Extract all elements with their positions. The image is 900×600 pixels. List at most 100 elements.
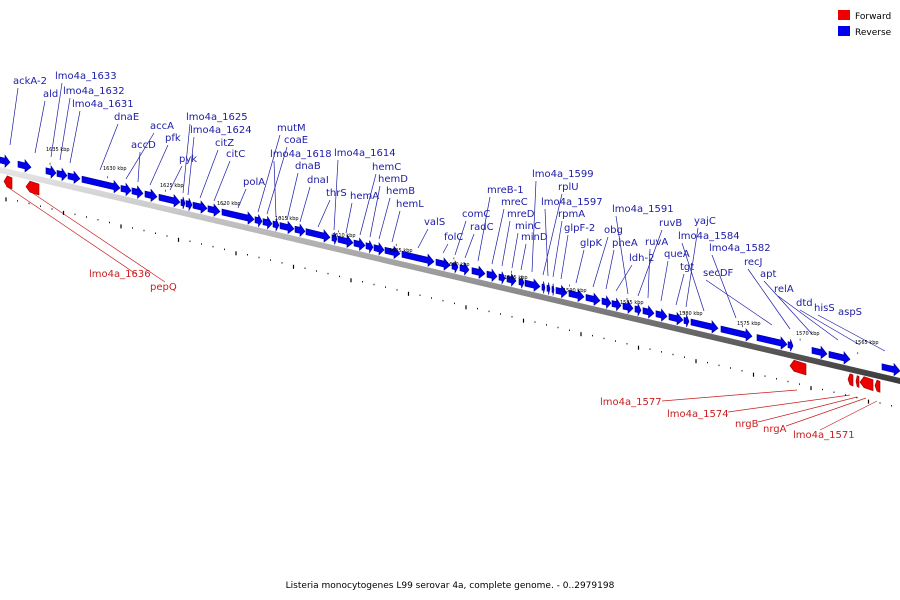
reverse-gene-arrow[interactable] [331,232,338,245]
gene-label[interactable]: folC [444,232,463,243]
forward-gene-arrow[interactable] [25,180,40,196]
gene-label[interactable]: mutM [277,123,306,134]
reverse-gene-arrow[interactable] [17,159,32,173]
reverse-gene-arrow[interactable] [144,188,158,203]
gene-label[interactable]: mreB-1 [487,185,524,196]
reverse-gene-arrow[interactable] [435,257,451,271]
reverse-gene-arrow[interactable] [272,218,280,232]
reverse-gene-arrow[interactable] [401,250,435,267]
reverse-gene-arrow[interactable] [365,240,374,254]
reverse-gene-arrow[interactable] [262,215,273,230]
reverse-gene-arrow[interactable] [459,261,470,276]
reverse-gene-arrow[interactable] [601,295,612,309]
reverse-gene-arrow[interactable] [353,237,366,251]
reverse-gene-arrow[interactable] [881,362,900,377]
reverse-gene-arrow[interactable] [131,185,144,199]
reverse-gene-arrow[interactable] [337,234,354,249]
gene-label[interactable]: hemC [372,162,401,173]
gene-label[interactable]: relA [774,284,794,295]
gene-label[interactable]: ruvA [645,237,668,248]
gene-label[interactable]: lmo4a_1574 [667,409,729,420]
gene-label[interactable]: lmo4a_1597 [541,197,603,208]
gene-label[interactable]: polA [243,177,265,188]
gene-label[interactable]: hemD [378,174,408,185]
gene-label[interactable]: accA [150,121,174,132]
forward-gene-arrow[interactable] [855,375,860,388]
reverse-gene-arrow[interactable] [279,220,295,235]
gene-label[interactable]: hisS [814,303,835,314]
gene-label[interactable]: pyk [179,154,197,165]
gene-label[interactable]: dnaI [307,175,329,186]
reverse-gene-arrow[interactable] [192,200,208,214]
gene-label[interactable]: mreD [507,209,535,220]
forward-gene-arrow[interactable] [789,359,807,376]
reverse-gene-arrow[interactable] [524,278,541,292]
reverse-gene-arrow[interactable] [555,284,568,299]
reverse-gene-arrow[interactable] [451,260,459,274]
gene-label[interactable]: radC [470,222,494,233]
reverse-gene-arrow[interactable] [294,223,306,238]
gene-label[interactable]: glpF-2 [564,223,595,234]
gene-label[interactable]: lmo4a_1625 [186,112,248,123]
gene-label[interactable]: lmo4a_1632 [63,86,125,97]
reverse-gene-arrow[interactable] [221,208,255,225]
reverse-gene-arrow[interactable] [668,311,684,326]
gene-label[interactable]: lmo4a_1633 [55,71,117,82]
gene-label[interactable]: lmo4a_1599 [532,169,594,180]
gene-label[interactable]: lmo4a_1577 [600,397,662,408]
gene-label[interactable]: hemB [386,186,415,197]
gene-label[interactable]: minC [515,221,541,232]
reverse-gene-arrow[interactable] [56,167,68,182]
reverse-gene-arrow[interactable] [622,300,634,314]
reverse-gene-arrow[interactable] [384,245,401,260]
gene-label[interactable]: queA [664,249,690,260]
reverse-gene-arrow[interactable] [207,203,221,217]
reverse-gene-arrow[interactable] [655,308,668,322]
gene-label[interactable]: pfk [165,133,181,144]
gene-label[interactable]: lmo4a_1584 [678,231,740,242]
gene-label[interactable]: apt [760,269,776,280]
gene-label[interactable]: ldh-2 [629,253,654,264]
reverse-gene-arrow[interactable] [541,281,546,294]
gene-label[interactable]: dtd [796,298,813,309]
gene-label[interactable]: accD [131,140,156,151]
gene-label[interactable]: pheA [612,238,638,249]
reverse-gene-arrow[interactable] [546,282,551,295]
gene-label[interactable]: coaE [284,135,308,146]
gene-label[interactable]: lmo4a_1618 [270,149,332,160]
gene-label[interactable]: lmo4a_1591 [612,204,674,215]
gene-label[interactable]: citC [226,149,245,160]
gene-label[interactable]: lmo4a_1582 [709,243,771,254]
gene-label[interactable]: nrgB [735,419,759,430]
forward-gene-arrow[interactable] [859,376,874,392]
reverse-gene-arrow[interactable] [634,303,642,317]
reverse-gene-arrow[interactable] [471,265,486,279]
gene-label[interactable]: citZ [215,138,234,149]
gene-label[interactable]: ackA-2 [13,76,47,87]
gene-label[interactable]: lmo4a_1636 [89,269,151,280]
forward-gene-arrow[interactable] [874,379,881,393]
gene-label[interactable]: glpK [580,238,602,249]
gene-label[interactable]: comC [462,209,490,220]
gene-label[interactable]: hemA [350,191,379,202]
gene-label[interactable]: valS [424,217,445,228]
gene-label[interactable]: dnaE [114,112,139,123]
reverse-gene-arrow[interactable] [642,305,655,319]
reverse-gene-arrow[interactable] [185,198,193,212]
gene-label[interactable]: dnaB [295,161,321,172]
reverse-gene-arrow[interactable] [120,182,132,197]
gene-label[interactable]: yajC [694,216,716,227]
reverse-gene-arrow[interactable] [506,272,517,287]
gene-label[interactable]: aspS [838,307,862,318]
reverse-gene-arrow[interactable] [486,268,498,283]
gene-label[interactable]: lmo4a_1631 [72,99,134,110]
reverse-gene-arrow[interactable] [828,351,851,365]
reverse-gene-arrow[interactable] [45,165,57,179]
reverse-gene-arrow[interactable] [756,334,788,350]
gene-label[interactable]: recJ [744,257,763,268]
forward-gene-arrow[interactable] [847,373,854,387]
gene-label[interactable]: minD [521,232,548,243]
reverse-gene-arrow[interactable] [373,241,385,256]
reverse-gene-arrow[interactable] [811,345,828,360]
reverse-gene-arrow[interactable] [81,175,121,194]
